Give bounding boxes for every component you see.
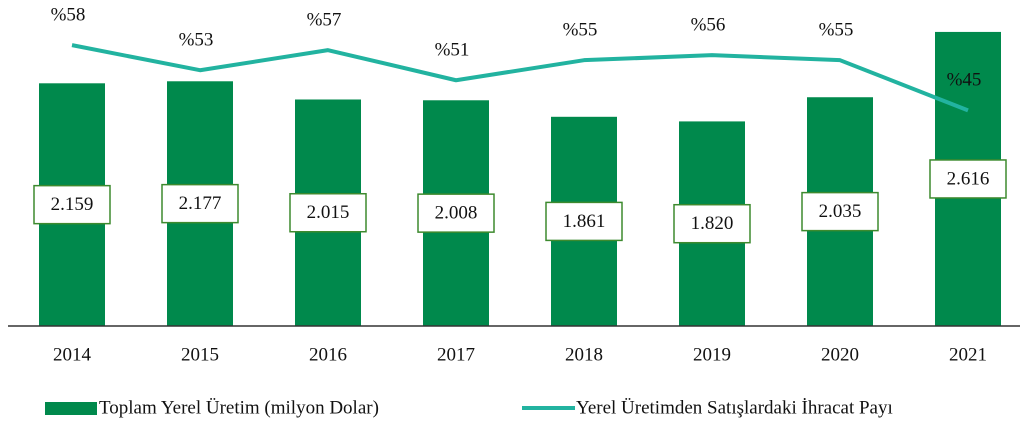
x-tick-label: 2014 [53,344,92,365]
value-label: 1.861 [563,211,606,232]
value-label: 2.177 [179,193,222,214]
value-label: %55 [819,20,854,41]
value-label-box [801,191,879,232]
x-tick-label: 2021 [949,344,987,365]
x-tick-label: 2017 [437,344,475,365]
line [71,43,969,113]
value-label: 2.008 [435,202,478,223]
value-label-box [289,192,367,233]
x-tick-label: 2018 [565,344,603,365]
legend-swatch [45,402,97,415]
value-label: 1.820 [691,213,734,234]
value-label-box [673,203,751,244]
value-label: 2.035 [819,201,862,222]
value-label: %58 [51,4,86,25]
value-label: 2.159 [51,194,94,215]
value-label-box [545,201,623,242]
value-label: 2.616 [947,168,990,189]
value-label: %56 [691,15,726,36]
value-label-box [161,183,239,224]
value-label: %53 [179,30,214,51]
x-tick-label: 2019 [693,344,731,365]
x-tick-label: 2020 [821,344,859,365]
value-label-box [929,159,1007,199]
legend-label: Yerel Üretimden Satışlardaki İhracat Pay… [576,397,893,418]
x-tick-label: 2015 [181,344,219,365]
x-tick-label: 2016 [309,344,347,365]
legend-label: Toplam Yerel Üretim (milyon Dolar) [99,397,379,418]
value-label: 2.015 [307,202,350,223]
value-label: %57 [307,10,342,31]
value-label-box [417,193,495,233]
value-label: %45 [947,70,982,91]
value-label: %55 [563,20,598,41]
value-label-box [33,184,111,225]
value-label: %51 [435,40,470,61]
